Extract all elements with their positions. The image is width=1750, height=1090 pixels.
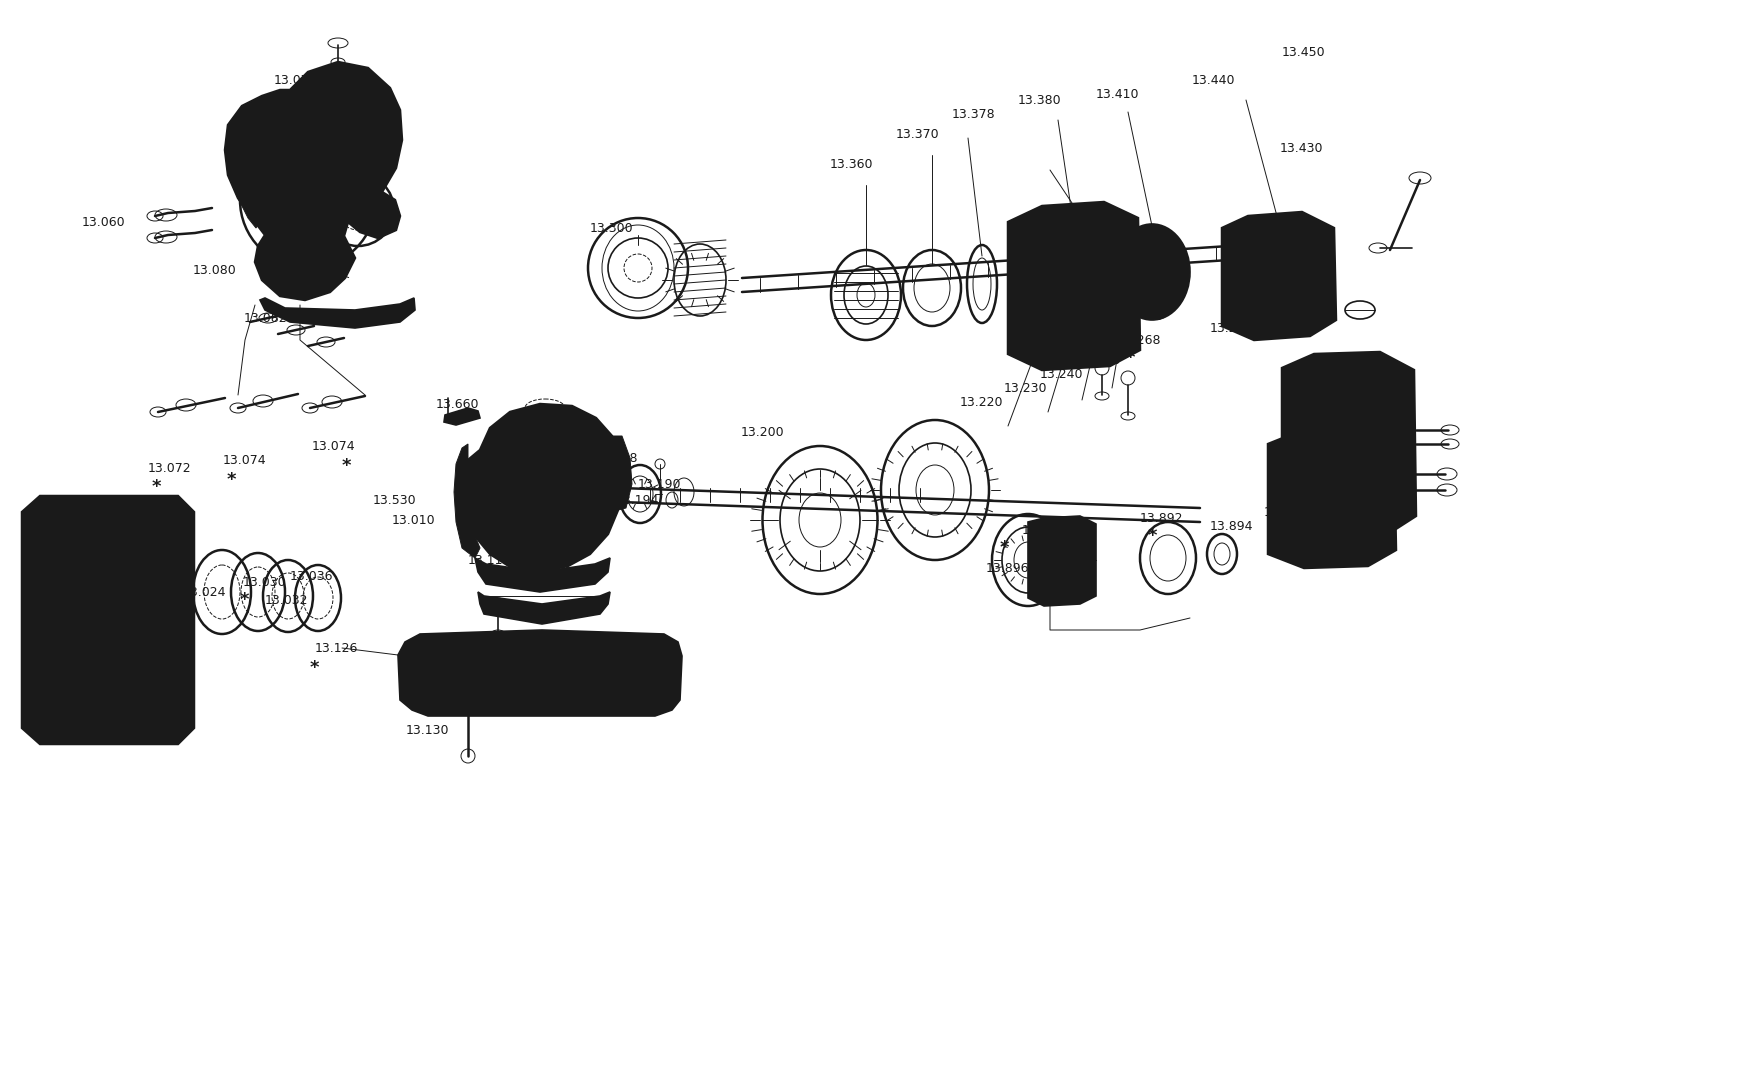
Text: 13.074: 13.074 bbox=[222, 453, 266, 467]
Polygon shape bbox=[474, 558, 611, 592]
Text: 13.290: 13.290 bbox=[1250, 283, 1293, 296]
Text: 13.074: 13.074 bbox=[312, 440, 355, 453]
Text: 13.126: 13.126 bbox=[315, 642, 359, 654]
Text: 13.040: 13.040 bbox=[1022, 523, 1066, 536]
Polygon shape bbox=[1269, 429, 1396, 568]
Text: 13.180: 13.180 bbox=[583, 472, 626, 484]
Text: 13.896: 13.896 bbox=[985, 561, 1029, 574]
Text: *: * bbox=[1155, 311, 1164, 329]
Text: 13.270: 13.270 bbox=[1209, 322, 1253, 335]
Text: 13.036: 13.036 bbox=[290, 569, 334, 582]
Polygon shape bbox=[226, 62, 402, 300]
Text: *: * bbox=[152, 479, 161, 496]
Text: 13.032: 13.032 bbox=[264, 593, 308, 606]
Polygon shape bbox=[453, 444, 480, 558]
Text: 13.194: 13.194 bbox=[616, 494, 660, 507]
Circle shape bbox=[334, 71, 341, 78]
Text: 13.660: 13.660 bbox=[436, 398, 480, 411]
Text: 13.082: 13.082 bbox=[243, 312, 287, 325]
Polygon shape bbox=[23, 496, 194, 744]
Text: *: * bbox=[1125, 349, 1136, 367]
Text: 13.890: 13.890 bbox=[1264, 507, 1307, 520]
Polygon shape bbox=[348, 192, 401, 238]
Text: 13.130: 13.130 bbox=[406, 724, 450, 737]
Text: 13.110: 13.110 bbox=[467, 554, 511, 567]
Polygon shape bbox=[466, 404, 621, 572]
Text: 13.892: 13.892 bbox=[1139, 511, 1183, 524]
Text: 13.440: 13.440 bbox=[1192, 73, 1235, 86]
Polygon shape bbox=[226, 96, 264, 228]
Text: *: * bbox=[1148, 526, 1157, 545]
Text: *: * bbox=[999, 538, 1010, 557]
Text: 13.430: 13.430 bbox=[1279, 142, 1323, 155]
Text: 13.200: 13.200 bbox=[740, 425, 784, 438]
Text: 13.894: 13.894 bbox=[1209, 521, 1253, 533]
Text: 13.030: 13.030 bbox=[243, 577, 287, 590]
Text: *: * bbox=[341, 457, 352, 475]
Text: 13.100: 13.100 bbox=[453, 650, 497, 663]
Text: 13.380: 13.380 bbox=[1018, 94, 1062, 107]
Text: *: * bbox=[310, 659, 320, 677]
Text: 13.070: 13.070 bbox=[275, 73, 318, 86]
Text: 13.370: 13.370 bbox=[896, 129, 940, 142]
Text: 13.400: 13.400 bbox=[1138, 295, 1181, 308]
Text: 13.230: 13.230 bbox=[1004, 382, 1048, 395]
Text: 13.024: 13.024 bbox=[184, 585, 226, 598]
Polygon shape bbox=[397, 630, 682, 716]
Text: 13.080: 13.080 bbox=[192, 264, 236, 277]
Polygon shape bbox=[478, 592, 611, 623]
Bar bbox=[488, 596, 597, 611]
Text: *: * bbox=[228, 471, 236, 489]
Text: 13.220: 13.220 bbox=[961, 396, 1003, 409]
Text: 13.198: 13.198 bbox=[595, 451, 639, 464]
Text: *: * bbox=[1264, 301, 1274, 319]
Text: 13.268: 13.268 bbox=[1118, 334, 1162, 347]
Polygon shape bbox=[1283, 352, 1416, 538]
Ellipse shape bbox=[1118, 228, 1186, 316]
Text: 13.190: 13.190 bbox=[639, 477, 681, 490]
Text: 13.410: 13.410 bbox=[1096, 88, 1139, 101]
Text: 13.060: 13.060 bbox=[82, 216, 126, 229]
Text: 13.300: 13.300 bbox=[590, 221, 634, 234]
Polygon shape bbox=[444, 408, 480, 425]
Text: 13.530: 13.530 bbox=[373, 494, 416, 507]
Text: 13.020: 13.020 bbox=[30, 549, 74, 562]
Text: *: * bbox=[240, 591, 250, 609]
Polygon shape bbox=[261, 298, 415, 328]
Text: 13.240: 13.240 bbox=[1040, 367, 1083, 380]
Text: 13.072: 13.072 bbox=[149, 461, 192, 474]
Polygon shape bbox=[612, 436, 632, 510]
Polygon shape bbox=[1008, 202, 1139, 370]
Text: 13.260: 13.260 bbox=[1078, 353, 1122, 366]
Ellipse shape bbox=[1115, 225, 1190, 320]
Text: 13.378: 13.378 bbox=[952, 109, 996, 121]
Text: *: * bbox=[1272, 522, 1281, 540]
Polygon shape bbox=[1027, 516, 1096, 606]
Text: 13.010: 13.010 bbox=[392, 513, 436, 526]
Text: 13.360: 13.360 bbox=[830, 158, 873, 171]
Polygon shape bbox=[1222, 211, 1335, 340]
Text: 13.120: 13.120 bbox=[438, 669, 481, 682]
Bar bbox=[416, 642, 668, 700]
Text: 13.450: 13.450 bbox=[1283, 46, 1326, 59]
